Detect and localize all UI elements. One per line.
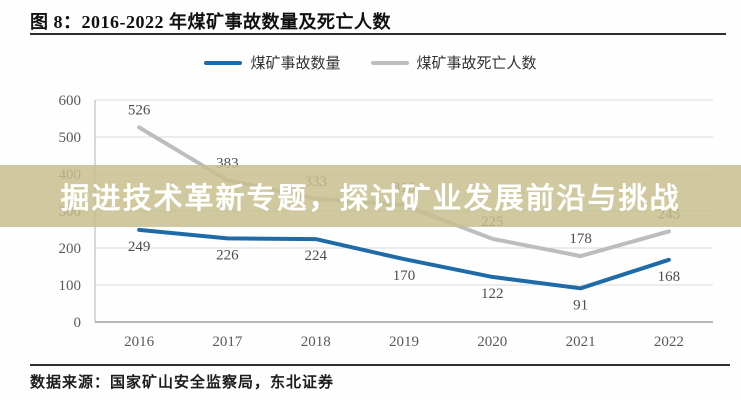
point-value-label: 249 [128, 239, 151, 255]
x-tick-label: 2022 [654, 334, 684, 350]
y-tick-label: 100 [59, 278, 82, 294]
legend-item-death-count: 煤矿事故死亡人数 [370, 52, 537, 73]
legend-line-swatch-accidents [204, 60, 243, 65]
point-value-label: 526 [128, 102, 151, 118]
y-tick-label: 500 [59, 130, 82, 146]
point-value-label: 122 [481, 286, 504, 302]
data-source: 数据来源：国家矿山安全监察局，东北证券 [30, 375, 335, 391]
x-tick-label: 2020 [477, 334, 507, 350]
x-tick-label: 2019 [389, 334, 419, 350]
legend-label-accidents: 煤矿事故数量 [250, 56, 341, 72]
footer-divider [30, 364, 730, 366]
headline-overlay-band: 掘进技术革新专题，探讨矿业发展前沿与挑战 [0, 165, 741, 227]
headline-text: 掘进技术革新专题，探讨矿业发展前沿与挑战 [60, 183, 681, 215]
point-value-label: 168 [658, 269, 681, 285]
x-tick-label: 2018 [301, 334, 331, 350]
legend-label-deaths: 煤矿事故死亡人数 [416, 56, 537, 72]
x-tick-label: 2016 [124, 334, 155, 350]
x-tick-label: 2021 [566, 334, 596, 350]
point-value-label: 178 [569, 231, 592, 247]
legend-line-swatch-deaths [370, 60, 409, 65]
point-value-label: 91 [573, 297, 588, 313]
y-tick-label: 600 [59, 93, 82, 109]
y-tick-label: 200 [59, 241, 82, 257]
point-value-label: 224 [304, 248, 327, 264]
figure-title: 图 8：2016-2022 年煤矿事故数量及死亡人数 [30, 12, 391, 32]
chart-legend: 煤矿事故数量 煤矿事故死亡人数 [0, 52, 741, 73]
series-line-accidents [137, 227, 671, 291]
point-value-label: 170 [393, 268, 416, 284]
y-tick-label: 0 [74, 315, 82, 331]
legend-item-accident-count: 煤矿事故数量 [204, 52, 341, 73]
point-value-label: 226 [216, 247, 239, 263]
title-divider [30, 33, 726, 35]
x-tick-label: 2017 [212, 334, 243, 350]
